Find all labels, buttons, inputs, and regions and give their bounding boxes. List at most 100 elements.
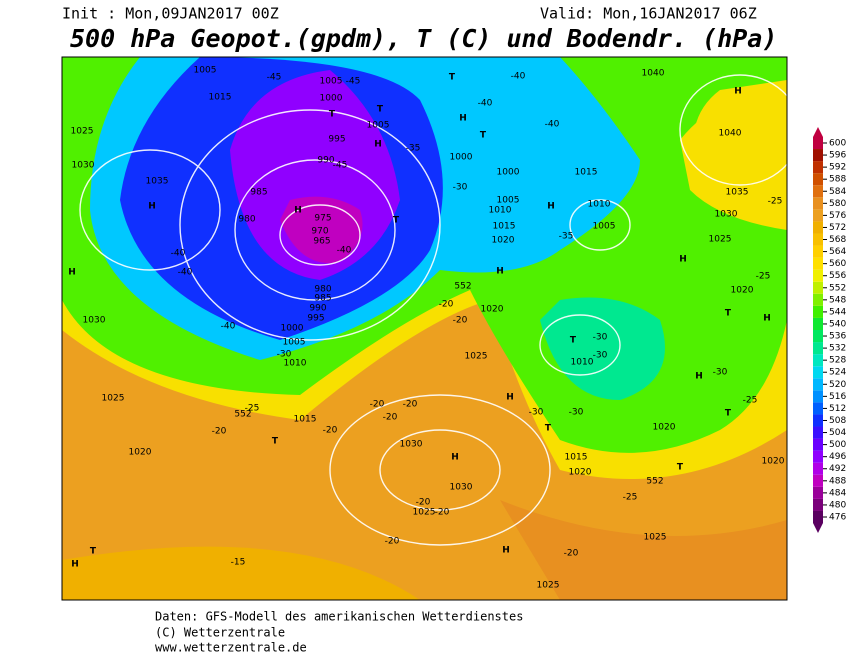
contour-label: 1030 (72, 161, 95, 171)
colorbar-label: 540 (829, 319, 846, 329)
contour-label: -25 (768, 197, 783, 207)
contour-label: 1030 (400, 440, 423, 450)
contour-label: -30 (593, 333, 608, 343)
contour-label: 975 (314, 214, 331, 224)
contour-label: -20 (383, 413, 398, 423)
contour-label: 1020 (762, 457, 785, 467)
contour-label: 1005 (593, 222, 616, 232)
contour-label: -20 (323, 426, 338, 436)
contour-label: 995 (328, 135, 345, 145)
contour-label: 552 (646, 477, 663, 487)
contour-label: -30 (593, 351, 608, 361)
init-time: Init : Mon,09JAN2017 00Z (62, 5, 279, 23)
colorbar-band (813, 136, 823, 150)
colorbar-label: 556 (829, 271, 846, 281)
colorbar-label: 508 (829, 416, 846, 426)
colorbar-label: 516 (829, 392, 846, 402)
colorbar-label: 560 (829, 259, 846, 269)
contour-label: -25 (245, 404, 260, 414)
colorbar-band (813, 245, 823, 258)
pressure-center-label: T (480, 131, 487, 141)
contour-label: -20 (439, 300, 454, 310)
contour-label: -45 (267, 73, 282, 83)
colorbar-band (813, 185, 823, 198)
colorbar-band (813, 486, 823, 499)
map-title: 500 hPa Geopot.(gpdm), T (C) und Bodendr… (70, 24, 777, 53)
contour-label: 1000 (281, 324, 304, 334)
pressure-center-label: T (545, 424, 552, 434)
contour-label: 1005 (497, 196, 520, 206)
contour-label: 990 (309, 304, 326, 314)
colorbar-band (813, 221, 823, 234)
contour-label: -35 (406, 144, 421, 154)
contour-label: 970 (311, 227, 328, 237)
contour-label: -40 (337, 246, 352, 256)
colorbar-band (813, 438, 823, 451)
contour-label: 1025 (709, 235, 732, 245)
colorbar-band (813, 426, 823, 439)
pressure-center-label: H (374, 140, 382, 150)
colorbar-label: 488 (829, 476, 846, 486)
pressure-center-label: H (547, 202, 555, 212)
contour-label: 1010 (284, 359, 307, 369)
colorbar-band (813, 378, 823, 391)
colorbar-label: 528 (829, 356, 846, 366)
contour-label: -20 (453, 316, 468, 326)
contour-label: -20 (385, 537, 400, 547)
contour-label: 1010 (489, 206, 512, 216)
colorbar-band (813, 233, 823, 246)
contour-label: -40 (221, 322, 236, 332)
colorbar-band (813, 498, 823, 511)
pressure-center-label: T (272, 437, 279, 447)
contour-label: 1030 (715, 210, 738, 220)
contour-label: 1030 (83, 316, 106, 326)
contour-label: 1000 (497, 168, 520, 178)
colorbar-arrow-top (813, 126, 823, 137)
contour-label: -30 (713, 368, 728, 378)
contour-label: 980 (314, 285, 331, 295)
pressure-center-label: T (90, 547, 97, 557)
contour-label: 1005 (194, 66, 217, 76)
contour-label: -25 (623, 493, 638, 503)
contour-label: 1035 (146, 177, 169, 187)
contour-label: 1025 (644, 533, 667, 543)
contour-label: 1035 (726, 188, 749, 198)
colorbar-band (813, 149, 823, 162)
pressure-center-label: T (449, 73, 456, 83)
contour-label: 1020 (129, 448, 152, 458)
colorbar-label: 484 (829, 488, 846, 498)
colorbar-band (813, 450, 823, 463)
contour-label: -30 (569, 408, 584, 418)
contour-label: 1015 (294, 415, 317, 425)
contour-label: 1025 (102, 394, 125, 404)
colorbar-band (813, 173, 823, 186)
pressure-center-label: T (725, 309, 732, 319)
colorbar-band (813, 402, 823, 415)
contour-label: 1015 (565, 453, 588, 463)
contour-label: -20 (403, 400, 418, 410)
colorbar-label: 504 (829, 428, 846, 438)
colorbar-label: 584 (829, 187, 846, 197)
footer-line: (C) Wetterzentrale (155, 626, 285, 640)
colorbar-label: 548 (829, 295, 846, 305)
colorbar-band (813, 414, 823, 427)
contour-label: 1015 (493, 222, 516, 232)
contour-label: 1025 (537, 581, 560, 591)
contour-label: 985 (314, 294, 331, 304)
contour-label: 552 (234, 410, 251, 420)
contour-label: -40 (171, 249, 186, 259)
contour-label: 965 (313, 237, 330, 247)
pressure-center-label: T (725, 409, 732, 419)
contour-label: 1020 (481, 305, 504, 315)
contour-label: 1025 (413, 508, 436, 518)
colorbar-label: 480 (829, 500, 846, 510)
contour-label: -20 (416, 498, 431, 508)
colorbar-label: 568 (829, 235, 846, 245)
colorbar-band (813, 257, 823, 270)
contour-label: -30 (277, 350, 292, 360)
contour-label: -40 (511, 72, 526, 82)
colorbar-band (813, 330, 823, 343)
contour-label: -25 (756, 272, 771, 282)
pressure-center-label: T (570, 336, 577, 346)
colorbar-label: 500 (829, 440, 846, 450)
